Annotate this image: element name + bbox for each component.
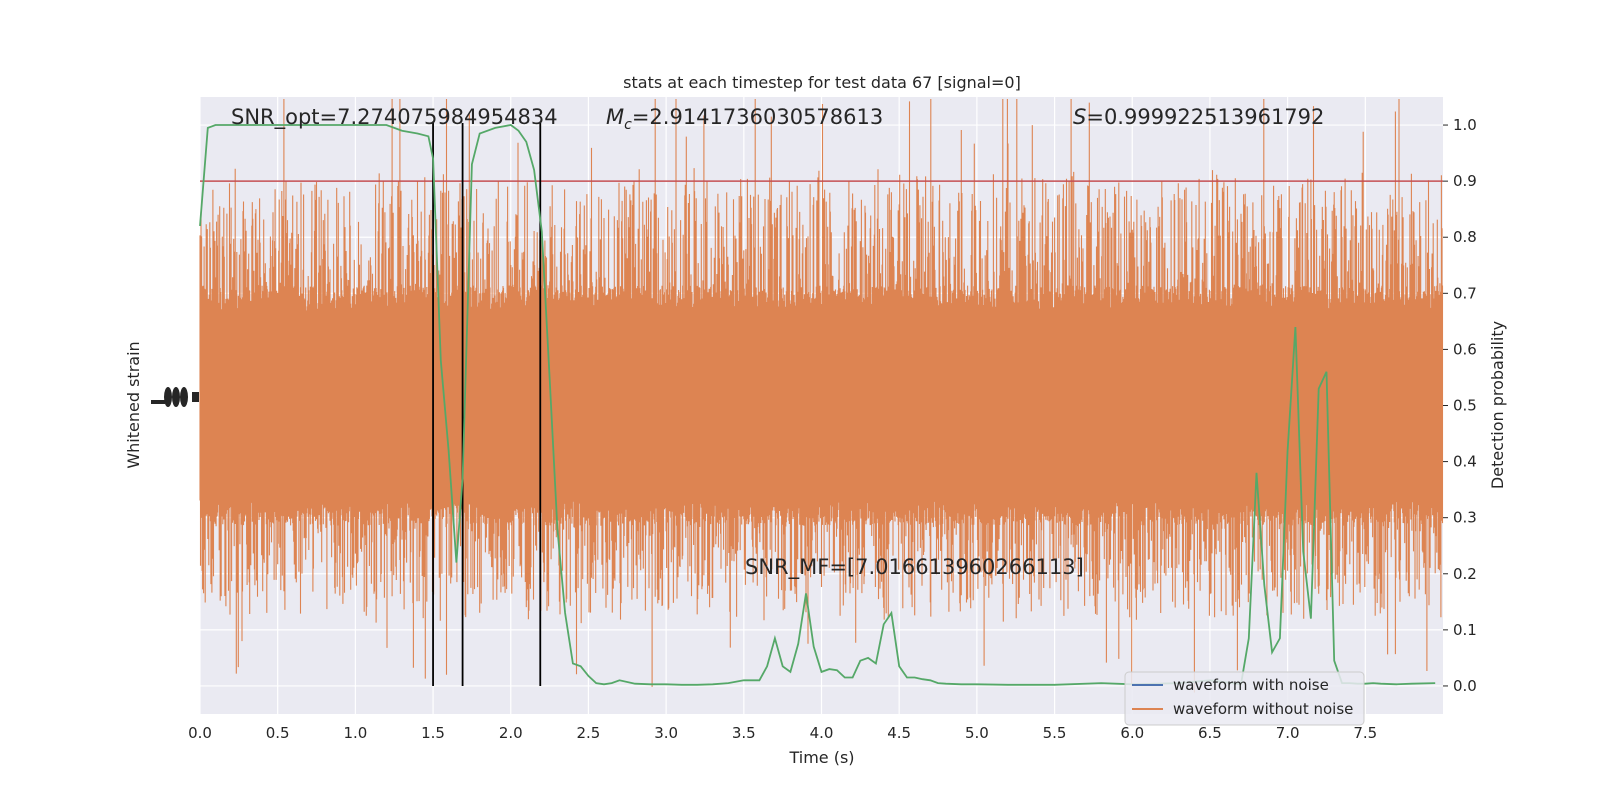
left-axis-squashed-ticks	[151, 387, 199, 407]
x-tick-label: 3.5	[732, 724, 756, 742]
y-tick-label: 1.0	[1453, 116, 1477, 134]
x-axis-ticks: 0.0 0.5 1.0 1.5 2.0 2.5 3.0 3.5 4.0 4.5 5.0 5.5 6.0 6…	[188, 724, 1377, 742]
x-tick-label: 3.0	[654, 724, 678, 742]
x-tick-label: 6.0	[1120, 724, 1144, 742]
y-tick-label: 0.6	[1453, 340, 1477, 358]
x-tick-label: 7.0	[1276, 724, 1300, 742]
x-tick-label: 6.5	[1198, 724, 1222, 742]
chirp-mass-value: =2.9141736030578613	[632, 105, 883, 129]
legend-label-without-noise: waveform without noise	[1173, 700, 1353, 718]
legend-box	[1124, 671, 1365, 726]
x-tick-label: 1.5	[421, 724, 445, 742]
y-tick-label: 0.7	[1453, 284, 1477, 302]
snr-opt-annotation: SNR_opt=7.274075984954834	[231, 105, 558, 130]
s-value: =0.999922513961792	[1086, 105, 1324, 129]
legend-label-with-noise: waveform with noise	[1173, 676, 1329, 694]
x-tick-label: 0.5	[266, 724, 290, 742]
strain-core-band	[200, 347, 1443, 464]
chart-title: stats at each timestep for test data 67 …	[623, 73, 1021, 92]
x-tick-label: 1.0	[343, 724, 367, 742]
y-axis-right-label: Detection probability	[1488, 321, 1507, 489]
s-annotation: S=0.999922513961792	[1073, 105, 1324, 129]
y-tick-label: 0.1	[1453, 621, 1477, 639]
chirp-mass-subscript: c	[624, 117, 632, 133]
y-tick-label: 0.5	[1453, 397, 1477, 415]
strain-waveform-without-noise	[199, 99, 1444, 693]
x-tick-label: 4.0	[810, 724, 834, 742]
chirp-mass-annotation: Mc=2.9141736030578613	[606, 105, 883, 133]
x-tick-label: 7.5	[1353, 724, 1377, 742]
snr-mf-annotation: SNR_MF=[7.016613960266113]	[745, 555, 1084, 580]
chirp-mass-symbol: M	[606, 105, 624, 129]
x-tick-label: 4.5	[887, 724, 911, 742]
x-tick-label: 2.0	[499, 724, 523, 742]
x-tick-label: 5.5	[1043, 724, 1067, 742]
s-symbol: S	[1073, 105, 1086, 129]
y-axis-left-label: Whitened strain	[124, 341, 143, 468]
y-tick-label: 0.2	[1453, 565, 1477, 583]
x-tick-label: 0.0	[188, 724, 212, 742]
y-tick-label: 0.0	[1453, 677, 1477, 695]
y-tick-label: 0.9	[1453, 172, 1477, 190]
y-tick-label: 0.8	[1453, 228, 1477, 246]
detection-probability-series	[199, 124, 1436, 686]
x-axis-label: Time (s)	[788, 748, 854, 767]
x-tick-label: 2.5	[577, 724, 601, 742]
detection-probability-line	[199, 124, 1436, 686]
y-tick-label: 0.4	[1453, 453, 1477, 471]
legend: waveform with noise waveform without noi…	[1124, 671, 1365, 726]
x-tick-label: 5.0	[965, 724, 989, 742]
y-tick-label: 0.3	[1453, 509, 1477, 527]
y-axis-right-ticks: 0.0 0.1 0.2 0.3 0.4 0.5 0.6 0.7 0.8 0.9 1.0	[1443, 116, 1477, 695]
